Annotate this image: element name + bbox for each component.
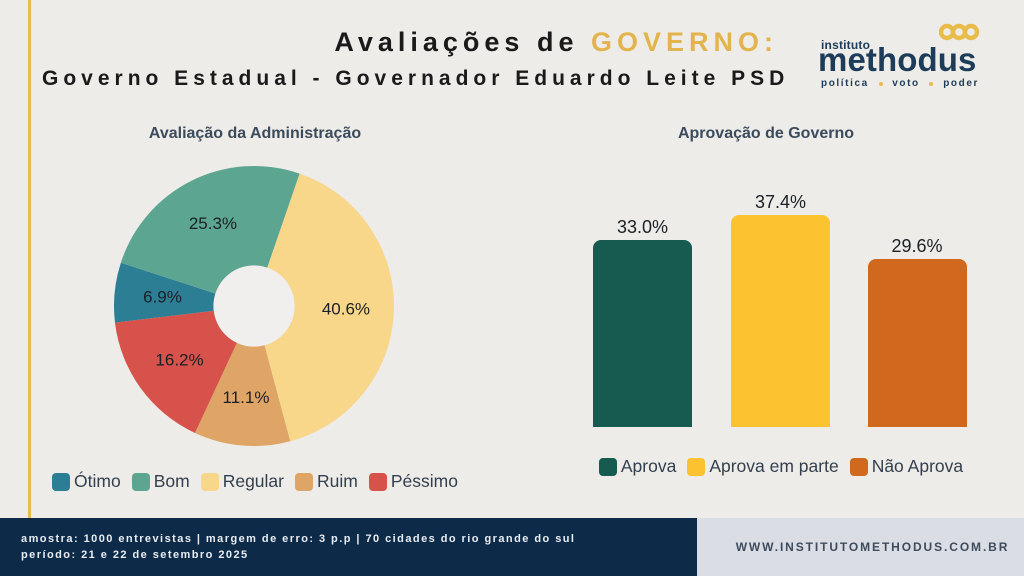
legend-swatch — [52, 472, 71, 491]
legend-swatch — [849, 457, 868, 476]
tagline-word: política — [821, 78, 869, 89]
donut-segment-péssimo — [114, 310, 237, 433]
donut-value-label-regular: 40.6% — [322, 300, 370, 319]
bar-value-label: 37.4% — [754, 192, 807, 213]
tagline-word: voto — [892, 78, 920, 89]
tagline-dot-icon — [929, 81, 934, 86]
legend-swatch — [295, 472, 313, 491]
bar-aprova-em-parte — [731, 215, 830, 427]
bar-aprova — [593, 240, 692, 427]
legend-label: Não Aprova — [871, 456, 964, 476]
tagline-dot-icon — [878, 81, 883, 86]
legend-item-ótimo: Ótimo — [52, 471, 121, 492]
legend-item-regular: Regular — [200, 471, 284, 492]
logo-tagline: política voto poder — [821, 78, 979, 89]
bar-não-aprova — [867, 259, 967, 427]
donut-value-label-ótimo: 6.9% — [143, 288, 182, 307]
legend-swatch — [687, 457, 706, 476]
legend-swatch — [368, 472, 387, 491]
bar-legend: Aprova Aprova em parte Não Aprova — [560, 456, 1002, 477]
page-title: Avaliações de GOVERNO: — [334, 27, 778, 58]
legend-label: Regular — [222, 471, 284, 491]
legend-item-aprova-em-parte: Aprova em parte — [687, 456, 839, 477]
donut-legend: Ótimo Bom Regular Ruim Péssimo — [40, 471, 470, 492]
legend-label: Aprova — [620, 456, 677, 476]
donut-hole — [213, 265, 295, 347]
legend-item-não-aprova: Não Aprova — [849, 456, 964, 477]
donut-value-label-ruim: 11.1% — [223, 388, 270, 407]
legend-swatch — [598, 457, 617, 476]
left-accent-line — [28, 0, 31, 518]
donut-segment-bom — [120, 166, 300, 294]
logo-wordmark: methodus — [818, 41, 977, 78]
bar-value-label: 29.6% — [891, 236, 943, 257]
legend-label: Ruim — [317, 471, 358, 491]
donut-segment-ótimo — [114, 262, 216, 323]
page-subtitle: Governo Estadual - Governador Eduardo Le… — [42, 67, 790, 90]
legend-label: Ótimo — [74, 471, 121, 491]
legend-item-aprova: Aprova — [598, 456, 677, 477]
page-title-gold: GOVERNO: — [590, 27, 778, 57]
chain-links-icon — [939, 23, 980, 41]
legend-swatch — [131, 472, 150, 491]
legend-swatch — [200, 472, 219, 491]
tagline-word: poder — [943, 78, 979, 89]
bar-value-label: 33.0% — [616, 217, 669, 238]
donut-value-label-bom: 25.3% — [189, 214, 237, 233]
page-title-space — [578, 27, 591, 57]
donut-chart-title: Avaliação da Administração — [148, 125, 362, 142]
logo-institute-label: instituto — [821, 38, 871, 52]
page-title-dark: Avaliações de — [334, 27, 579, 57]
donut-value-label-péssimo: 16.2% — [155, 350, 203, 369]
footer-website-bar: WWW.INSTITUTOMETHODUS.COM.BR — [697, 518, 1024, 576]
logo: instituto methodus política voto poder — [818, 22, 982, 92]
legend-label: Péssimo — [390, 471, 458, 491]
footer-sample-line: amostra: 1000 entrevistas | margem de er… — [21, 532, 576, 545]
footer-info-bar: amostra: 1000 entrevistas | margem de er… — [0, 518, 697, 576]
bar-chart-title: Aprovação de Governo — [677, 125, 855, 142]
legend-label: Bom — [153, 471, 190, 491]
donut-chart: 40.6% 11.1% 16.2% 6.9% 25.3% — [114, 166, 394, 447]
legend-label: Aprova em parte — [709, 456, 839, 476]
donut-segment-regular — [264, 173, 394, 442]
legend-item-ruim: Ruim — [295, 471, 358, 492]
legend-item-bom: Bom — [131, 471, 190, 492]
footer-period-line: período: 21 e 22 de setembro 2025 — [21, 549, 249, 561]
donut-segment-ruim — [194, 342, 291, 447]
legend-item-péssimo: Péssimo — [368, 471, 458, 492]
footer-website: WWW.INSTITUTOMETHODUS.COM.BR — [735, 540, 1010, 554]
